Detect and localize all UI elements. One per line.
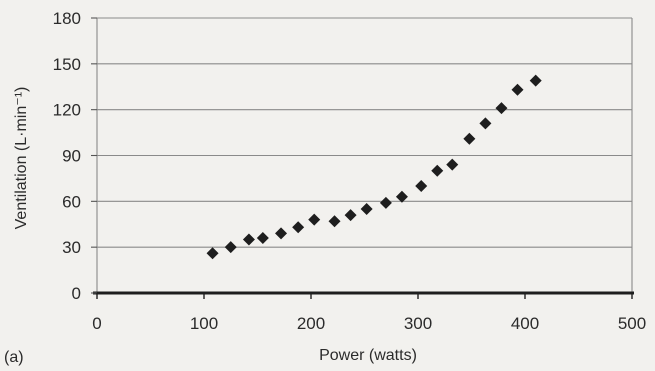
x-tick-label: 200 <box>297 314 325 333</box>
data-point <box>431 164 444 177</box>
y-tick-label: 150 <box>53 55 81 74</box>
data-point <box>275 227 288 240</box>
data-point <box>206 247 219 260</box>
x-tick-label: 300 <box>404 314 432 333</box>
y-axis-title: Ventilation (L·min⁻¹) <box>13 87 30 230</box>
y-tick-label: 120 <box>53 101 81 120</box>
data-point <box>328 215 341 228</box>
data-point <box>446 158 459 171</box>
data-point <box>463 132 476 145</box>
x-tick-label: 500 <box>618 314 646 333</box>
data-point <box>308 213 321 226</box>
x-axis-title: Power (watts) <box>319 347 417 364</box>
y-tick-label: 180 <box>53 9 81 28</box>
data-point <box>415 180 428 193</box>
data-points <box>206 74 542 260</box>
y-tick-label: 0 <box>72 284 81 303</box>
gridlines <box>91 17 634 299</box>
data-point <box>256 232 269 244</box>
data-point <box>292 221 305 234</box>
data-point <box>379 196 392 209</box>
data-point <box>529 74 542 87</box>
x-tick-label: 0 <box>92 314 101 333</box>
data-point <box>242 233 255 246</box>
data-point <box>360 202 373 215</box>
data-point <box>224 241 237 254</box>
data-point <box>344 209 357 222</box>
x-tick-label: 100 <box>190 314 218 333</box>
data-point <box>511 83 524 96</box>
x-tick-label: 400 <box>511 314 539 333</box>
data-point <box>395 190 408 203</box>
y-tick-label: 90 <box>62 147 81 166</box>
data-point <box>479 117 492 130</box>
panel-label: (a) <box>4 349 24 366</box>
y-tick-label: 30 <box>62 238 81 257</box>
data-point <box>495 102 508 115</box>
y-tick-label: 60 <box>62 192 81 211</box>
tick-labels: 0 30 60 90 120 150 180 0 100 200 300 400 500 <box>53 9 647 333</box>
